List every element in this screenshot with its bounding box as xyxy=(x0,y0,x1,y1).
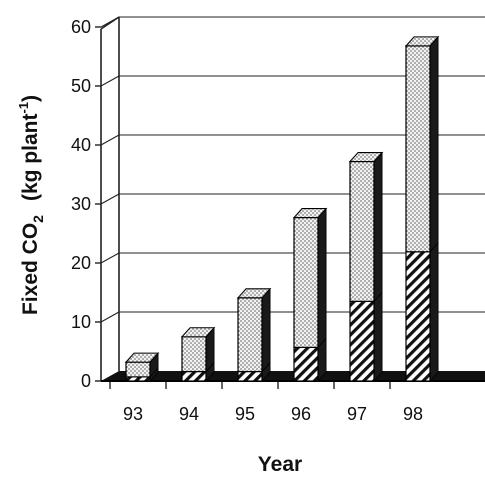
bar-segment-95-dotted xyxy=(237,297,263,373)
x-tick-label: 94 xyxy=(179,404,199,424)
y-axis-title-superscript: -1 xyxy=(16,102,31,114)
bar-top-98 xyxy=(404,36,440,47)
y-tick-label: 20 xyxy=(71,253,91,273)
x-axis-title: Year xyxy=(258,453,302,476)
bar-segment-97-diagonal-hatch xyxy=(349,300,375,382)
bar-side-98-1 xyxy=(429,35,439,253)
y-axis-title-main: Fixed CO xyxy=(19,223,42,315)
gridline-side xyxy=(100,311,120,323)
y-axis-title: Fixed CO2 (kg plant-1) xyxy=(16,95,46,315)
x-tick-label: 95 xyxy=(235,404,255,424)
x-tick-label: 93 xyxy=(123,404,143,424)
bar-segment-96-dotted xyxy=(293,216,319,348)
bar-segment-94-diagonal-hatch xyxy=(181,370,207,382)
x-tick-label: 98 xyxy=(403,404,423,424)
bar-segment-98-dotted xyxy=(405,45,431,253)
y-tick-label: 0 xyxy=(81,371,91,391)
bar-segment-94-dotted xyxy=(181,336,207,373)
bar-side-98-0 xyxy=(429,241,439,383)
y-tick-label: 40 xyxy=(71,135,91,155)
bar-top-95 xyxy=(236,288,272,299)
bar-stack-98 xyxy=(404,35,440,383)
bars-layer xyxy=(124,35,440,383)
gridline-side xyxy=(100,193,120,205)
x-tick-label: 96 xyxy=(291,404,311,424)
bar-stack-94 xyxy=(180,326,216,383)
bar-segment-95-diagonal-hatch xyxy=(237,370,263,382)
y-tick-label: 30 xyxy=(71,194,91,214)
x-tick-label: 97 xyxy=(347,404,367,424)
y-axis-title-unit: (kg plant xyxy=(19,114,42,202)
gridline-side xyxy=(100,252,120,264)
bar-segment-93-diagonal-hatch xyxy=(125,376,151,382)
y-tick-label: 50 xyxy=(71,76,91,96)
bar-side-95-1 xyxy=(261,287,271,373)
bar-top-96 xyxy=(292,208,328,219)
bar-top-93 xyxy=(124,352,160,363)
bar-segment-98-diagonal-hatch xyxy=(405,251,431,382)
y-axis-title-subscript: 2 xyxy=(30,215,46,223)
gridline-side xyxy=(100,134,120,146)
bar-segment-96-diagonal-hatch xyxy=(293,346,319,382)
bar-top-97 xyxy=(348,151,384,163)
x-tick-labels: 93 94 95 96 97 98 xyxy=(109,381,423,424)
bar-stack-95 xyxy=(236,287,272,383)
bar-segment-97-dotted xyxy=(349,160,375,302)
bar-segment-93-dotted xyxy=(125,361,151,378)
bar-stack-97 xyxy=(348,151,384,383)
y-tick-label: 10 xyxy=(71,312,91,332)
bar-top-94 xyxy=(180,327,216,338)
bar-stack-93 xyxy=(124,352,160,383)
bar-stack-96 xyxy=(292,207,328,383)
y-axis-title-close: ) xyxy=(19,95,42,102)
gridline-side xyxy=(100,75,120,87)
bar-side-97-1 xyxy=(373,151,383,303)
y-tick-label: 60 xyxy=(71,17,91,37)
y-tick-labels: 0 10 20 30 40 50 60 xyxy=(71,17,91,391)
bar-side-97-0 xyxy=(373,291,383,383)
bar-side-96-1 xyxy=(317,207,327,349)
gridline-side xyxy=(100,16,120,28)
